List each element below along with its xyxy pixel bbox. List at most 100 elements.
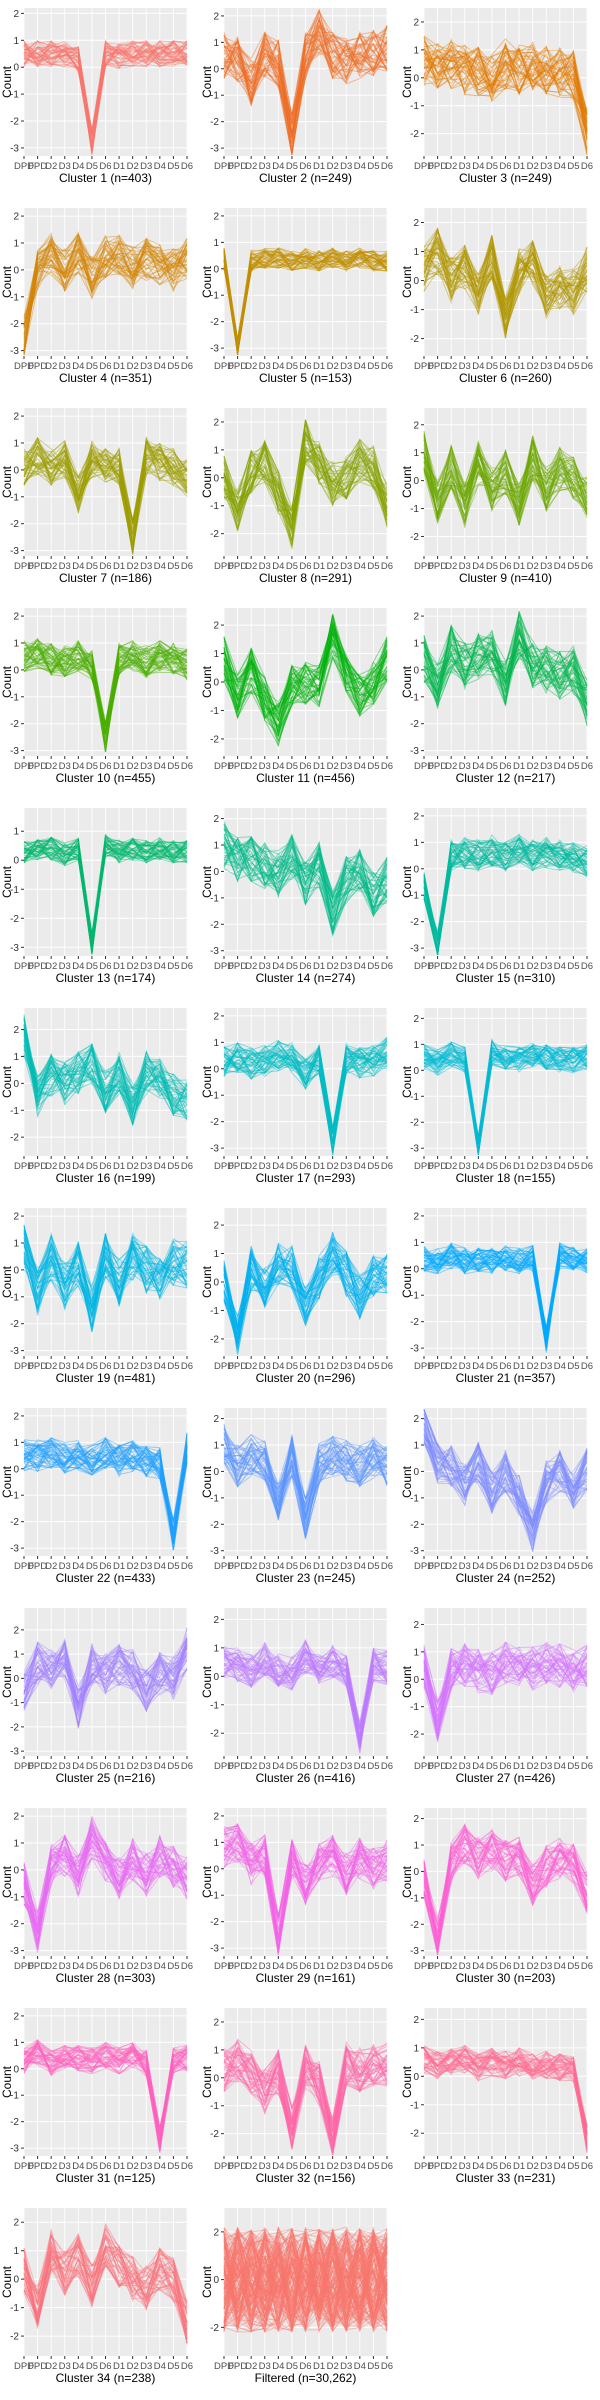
profile-line (223, 648, 388, 722)
profile-line (223, 1252, 388, 1342)
profile-line (423, 635, 588, 698)
x-tick-label: D6 (381, 761, 393, 772)
profile-line (423, 1417, 588, 1545)
x-tick-label: D4 (554, 2161, 566, 2172)
y-tick-label: 2 (213, 814, 219, 825)
x-tick-label: D1 (513, 2161, 525, 2172)
x-tick-label: D5 (486, 361, 498, 372)
profile-line (23, 232, 188, 328)
profile-line (423, 439, 588, 527)
profile-line (423, 1251, 588, 1339)
profile-line (423, 1049, 588, 1155)
x-tick-label: D1 (113, 361, 125, 372)
x-tick-label: D2 (127, 1561, 139, 1572)
x-tick-label: D3 (459, 1161, 471, 1172)
profile-line (223, 1651, 388, 1747)
x-tick-label: D4 (272, 1761, 284, 1772)
profile-line (23, 39, 188, 151)
profile-line (23, 254, 188, 355)
profile-line (223, 2228, 388, 2332)
profile-line (223, 1251, 388, 1343)
profile-line (223, 1039, 388, 1134)
profile-line (223, 1046, 388, 1132)
x-tick-label: D3 (459, 761, 471, 772)
profile-line (223, 1831, 388, 1918)
y-tick-label: -1 (10, 1892, 19, 1903)
profile-line (23, 1434, 188, 1521)
profile-line (23, 843, 188, 934)
profile-line (223, 32, 388, 155)
profile-line (423, 1657, 588, 1729)
panel-23: -3 -2 -1 0 1 2 DPD FPD D2 D3 D4 D5 D6 D1 D2 D3 D4 D5 D6 Cou… (200, 1400, 400, 1600)
profile-line (423, 40, 588, 150)
profile-line (23, 1446, 188, 1541)
profile-line (223, 2046, 388, 2149)
panel-31: -3 -2 -1 0 1 2 DPD FPD D2 D3 D4 D5 D6 D1 D2 D3 D4 D5 D6 Cou… (0, 2000, 200, 2200)
profile-line (223, 1641, 388, 1746)
profile-line (23, 641, 188, 732)
profile-line (223, 2043, 388, 2133)
x-tick-label: D5 (86, 1961, 98, 1972)
profile-line (423, 1037, 588, 1139)
x-tick-label: D5 (167, 561, 179, 572)
x-tick-label: D1 (313, 561, 325, 572)
profile-line (223, 1041, 388, 1155)
profile-line (423, 2052, 588, 2126)
profile-line (223, 2241, 388, 2331)
profile-line (223, 1828, 388, 1942)
profile-line (223, 1044, 388, 1152)
profile-line (223, 250, 388, 341)
profile-line (223, 1241, 388, 1338)
profile-line (223, 651, 388, 717)
panel-10: -3 -2 -1 0 1 2 DPD FPD D2 D3 D4 D5 D6 D1 D2 D3 D4 D5 D6 Cou… (0, 600, 200, 800)
profile-line (223, 2230, 388, 2332)
profile-line (23, 2040, 188, 2141)
profile-line (423, 1422, 588, 1541)
profile-line (423, 1822, 588, 1949)
panel-title: Cluster 19 (n=481) (56, 1371, 156, 1385)
y-tick-label: -2 (10, 2117, 19, 2128)
y-tick-label: 1 (13, 2246, 19, 2257)
profile-line (223, 2228, 388, 2333)
profile-line (223, 2228, 388, 2332)
profile-line (23, 1644, 188, 1707)
profile-line (223, 2235, 388, 2330)
profile-line (23, 1639, 188, 1709)
profile-line (423, 2049, 588, 2133)
profile-line (223, 1453, 388, 1505)
profile-line (23, 1845, 188, 1919)
profile-line (223, 2234, 388, 2333)
profile-line (223, 33, 388, 135)
profile-line (223, 2230, 388, 2327)
profile-line (23, 39, 188, 135)
x-tick-label: D3 (540, 1961, 552, 1972)
profile-line (23, 447, 188, 523)
profile-line (423, 246, 588, 314)
profile-line (423, 2046, 588, 2134)
profile-line (23, 40, 188, 148)
panel-title: Cluster 27 (n=426) (456, 1771, 556, 1785)
panel-5: -3 -2 -1 0 1 2 DPD FPD D2 D3 D4 D5 D6 D1 D2 D3 D4 D5 D6 Cou… (200, 200, 400, 400)
profile-line (23, 1020, 187, 1112)
profile-line (23, 44, 188, 131)
profile-line (223, 2229, 388, 2332)
profile-line (423, 1045, 588, 1137)
profile-line (23, 1647, 188, 1711)
profile-line (23, 39, 188, 141)
profile-line (23, 1028, 188, 1122)
profile-line (223, 1638, 388, 1731)
profile-line (423, 235, 588, 309)
profile-line (23, 2045, 188, 2132)
profile-line (223, 1046, 388, 1142)
x-tick-label: FPD (228, 1361, 247, 1372)
profile-line (23, 42, 188, 150)
x-tick-label: D4 (354, 2361, 366, 2372)
panel-8: -2 -1 0 1 2 DPD FPD D2 D3 D4 D5 D6 D1 D2 D3 D4 D5 D6 Count… (200, 400, 400, 600)
profile-line (223, 2228, 388, 2329)
profile-line (23, 1828, 188, 1926)
profile-line (223, 2233, 388, 2315)
y-tick-label: -1 (10, 292, 19, 303)
